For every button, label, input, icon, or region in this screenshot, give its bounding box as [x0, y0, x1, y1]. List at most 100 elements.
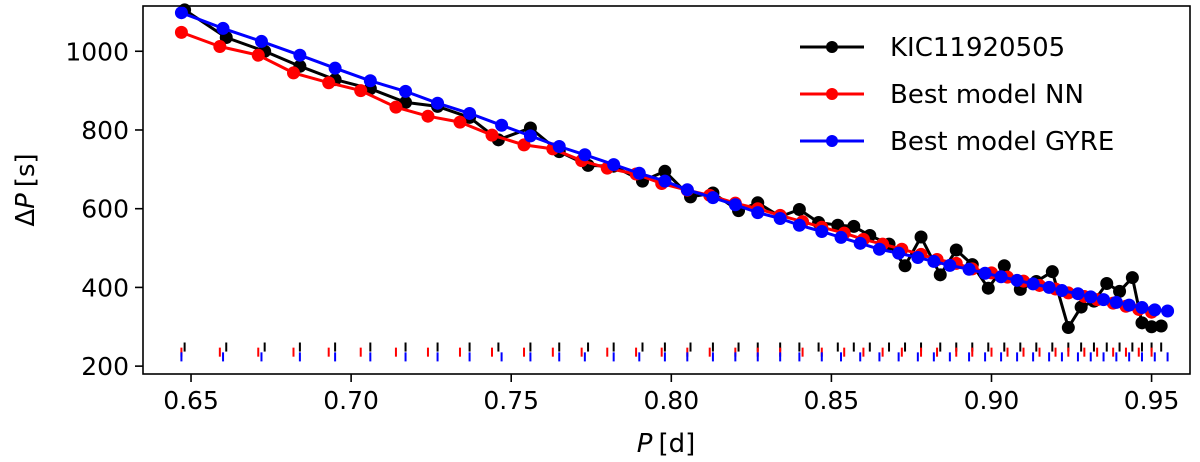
data-point-kic11920505	[898, 259, 912, 273]
data-point-best-model-gyre	[293, 48, 307, 62]
data-point-best-model-gyre	[792, 218, 806, 232]
data-point-best-model-gyre	[706, 191, 720, 205]
data-point-best-model-gyre	[495, 118, 509, 132]
x-tick-label: 0.85	[804, 386, 860, 415]
series-kic11920505	[178, 3, 1168, 352]
data-point-best-model-gyre	[853, 236, 867, 250]
x-axis: 0.65 0.70 0.75 0.80 0.85 0.90 0.95	[163, 374, 1179, 415]
series-best-model-gyre	[174, 6, 1175, 362]
x-tick-label: 0.90	[964, 386, 1020, 415]
data-point-best-model-gyre	[1026, 277, 1040, 291]
data-point-kic11920505	[1074, 300, 1088, 314]
data-point-best-model-gyre	[962, 262, 976, 276]
data-point-kic11920505	[933, 268, 947, 282]
data-point-best-model-gyre	[751, 206, 765, 220]
data-layer	[174, 3, 1175, 362]
data-point-kic11920505	[997, 259, 1011, 273]
data-point-kic11920505	[1045, 265, 1059, 279]
data-point-best-model-gyre	[1148, 303, 1162, 317]
data-point-kic11920505	[1100, 276, 1114, 290]
data-point-best-model-nn	[213, 40, 227, 54]
data-point-best-model-gyre	[815, 225, 829, 239]
data-point-best-model-gyre	[872, 242, 886, 256]
data-point-best-model-nn	[485, 128, 499, 142]
data-point-kic11920505	[792, 202, 806, 216]
data-point-best-model-gyre	[632, 166, 646, 180]
data-point-best-model-gyre	[1109, 295, 1123, 309]
data-point-best-model-gyre	[1161, 304, 1175, 318]
data-point-kic11920505	[847, 219, 861, 233]
data-point-kic11920505	[1125, 271, 1139, 285]
legend-label-kic11920505: KIC11920505	[890, 33, 1065, 63]
data-point-kic11920505	[1154, 319, 1168, 333]
y-tick-label: 1000	[65, 37, 129, 66]
data-point-best-model-nn	[421, 109, 435, 123]
x-axis-label: P [d]	[637, 429, 695, 459]
x-tick-label: 0.80	[643, 386, 699, 415]
x-tick-label: 0.75	[483, 386, 539, 415]
data-point-best-model-gyre	[1122, 298, 1136, 312]
legend: KIC11920505 Best model NN Best model GYR…	[800, 33, 1114, 157]
y-tick-label: 800	[81, 116, 129, 145]
legend-label-best-model-gyre: Best model GYRE	[890, 127, 1114, 157]
data-point-best-model-nn	[174, 25, 188, 39]
legend-marker-best-model-nn	[826, 88, 838, 100]
data-point-best-model-nn	[517, 138, 531, 152]
series-line-kic11920505	[183, 8, 1162, 330]
data-point-best-model-gyre	[578, 148, 592, 162]
y-axis: 200 400 600 800 1000	[65, 37, 143, 381]
data-point-best-model-nn	[322, 76, 336, 90]
data-point-best-model-gyre	[728, 198, 742, 212]
data-point-best-model-gyre	[607, 158, 621, 172]
data-point-best-model-nn	[354, 84, 368, 98]
data-point-best-model-gyre	[658, 174, 672, 188]
data-point-best-model-gyre	[994, 270, 1008, 284]
y-tick-label: 600	[81, 195, 129, 224]
legend-marker-kic11920505	[826, 41, 838, 53]
data-point-best-model-gyre	[363, 74, 377, 88]
x-tick-label: 0.70	[323, 386, 379, 415]
data-point-best-model-gyre	[1042, 280, 1056, 294]
data-point-best-model-nn	[453, 115, 467, 129]
data-point-best-model-nn	[389, 100, 403, 114]
data-point-best-model-gyre	[892, 246, 906, 260]
data-point-best-model-gyre	[552, 140, 566, 154]
data-point-best-model-gyre	[328, 61, 342, 75]
data-point-best-model-gyre	[431, 96, 445, 110]
data-point-best-model-gyre	[399, 84, 413, 98]
data-point-kic11920505	[658, 164, 672, 178]
y-tick-label: 400	[81, 273, 129, 302]
legend-marker-best-model-gyre	[826, 135, 838, 147]
plot-frame	[142, 5, 1191, 375]
legend-entry-best-model-nn: Best model NN	[800, 80, 1084, 110]
data-point-best-model-gyre	[254, 34, 268, 48]
data-point-best-model-gyre	[911, 250, 925, 264]
data-point-kic11920505	[914, 230, 928, 244]
y-axis-label: ΔP[s]	[11, 153, 41, 226]
data-point-kic11920505	[1145, 320, 1159, 334]
x-tick-label: 0.95	[1124, 386, 1180, 415]
data-point-best-model-gyre	[174, 6, 188, 20]
data-point-kic11920505	[949, 243, 963, 257]
data-point-best-model-gyre	[463, 106, 477, 120]
data-point-best-model-gyre	[834, 230, 848, 244]
data-point-best-model-gyre	[978, 266, 992, 280]
legend-entry-kic11920505: KIC11920505	[800, 33, 1065, 63]
data-point-best-model-gyre	[1055, 284, 1069, 298]
data-point-kic11920505	[399, 95, 413, 109]
data-point-best-model-gyre	[1135, 300, 1149, 314]
data-point-kic11920505	[1113, 284, 1127, 298]
data-point-best-model-gyre	[523, 129, 537, 143]
y-tick-label: 200	[81, 352, 129, 381]
data-point-best-model-gyre	[773, 212, 787, 226]
x-tick-label: 0.65	[163, 386, 219, 415]
data-point-best-model-gyre	[1071, 287, 1085, 301]
data-point-best-model-gyre	[927, 254, 941, 268]
data-point-best-model-gyre	[1097, 293, 1111, 307]
data-point-kic11920505	[1061, 321, 1075, 335]
data-point-best-model-gyre	[1010, 273, 1024, 287]
data-point-best-model-gyre	[216, 21, 230, 35]
data-point-best-model-gyre	[680, 183, 694, 197]
data-point-best-model-gyre	[1084, 290, 1098, 304]
